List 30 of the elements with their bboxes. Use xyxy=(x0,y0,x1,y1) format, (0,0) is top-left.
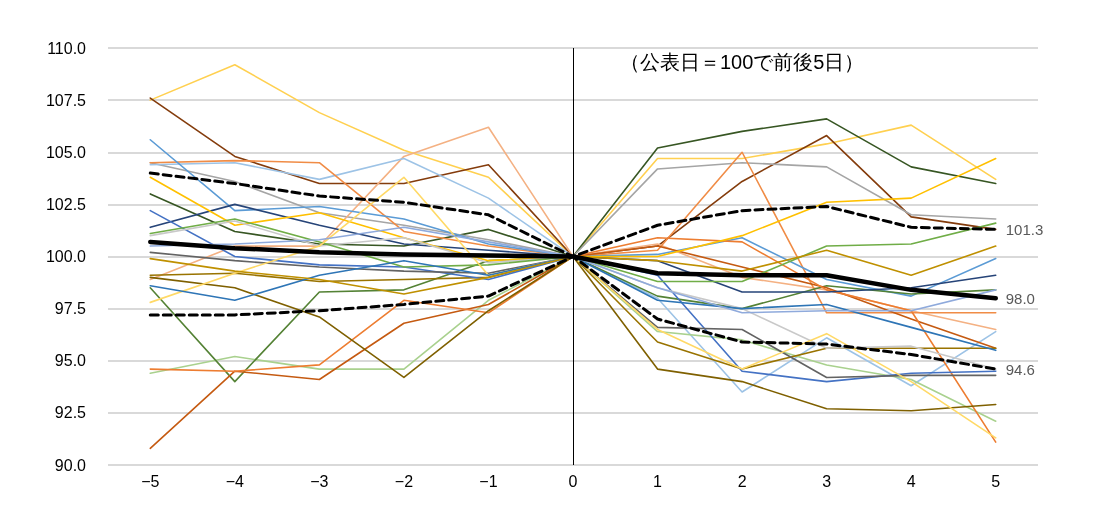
x-tick-label: 2 xyxy=(737,472,747,490)
y-tick-label: 90.0 xyxy=(54,456,87,474)
y-tick-label: 102.5 xyxy=(45,195,87,213)
x-tick-label: −5 xyxy=(141,472,160,490)
data-label: 101.3 xyxy=(1005,220,1044,238)
x-tick-label: −4 xyxy=(225,472,245,490)
line-series xyxy=(149,226,997,314)
y-tick-label: 95.0 xyxy=(54,352,87,370)
annotation: （公表日＝100で前後5日） xyxy=(620,51,865,73)
x-tick-label: 4 xyxy=(906,472,916,490)
y-tick-label: 92.5 xyxy=(54,404,87,422)
line-series xyxy=(149,138,997,297)
x-tick-label: 0 xyxy=(568,472,578,490)
data-label: 94.6 xyxy=(1005,360,1035,378)
y-tick-label: 110.0 xyxy=(47,39,87,57)
line-series xyxy=(149,218,997,283)
y-tick-label: 107.5 xyxy=(45,91,87,109)
y-tick-label: 100.0 xyxy=(45,248,87,265)
line-series xyxy=(149,245,997,295)
x-tick-label: −2 xyxy=(394,472,414,490)
y-tick-label: 97.5 xyxy=(54,300,87,318)
x-tick-label: 5 xyxy=(991,472,1001,490)
x-tick-label: −3 xyxy=(310,472,329,490)
x-tick-label: −1 xyxy=(479,472,498,490)
data-label: 98.0 xyxy=(1005,289,1035,307)
y-tick-label: 105.0 xyxy=(45,143,87,161)
line-series xyxy=(149,151,997,314)
x-tick-label: 3 xyxy=(822,472,832,490)
line-series xyxy=(149,157,997,393)
x-tick-label: 1 xyxy=(653,472,663,490)
